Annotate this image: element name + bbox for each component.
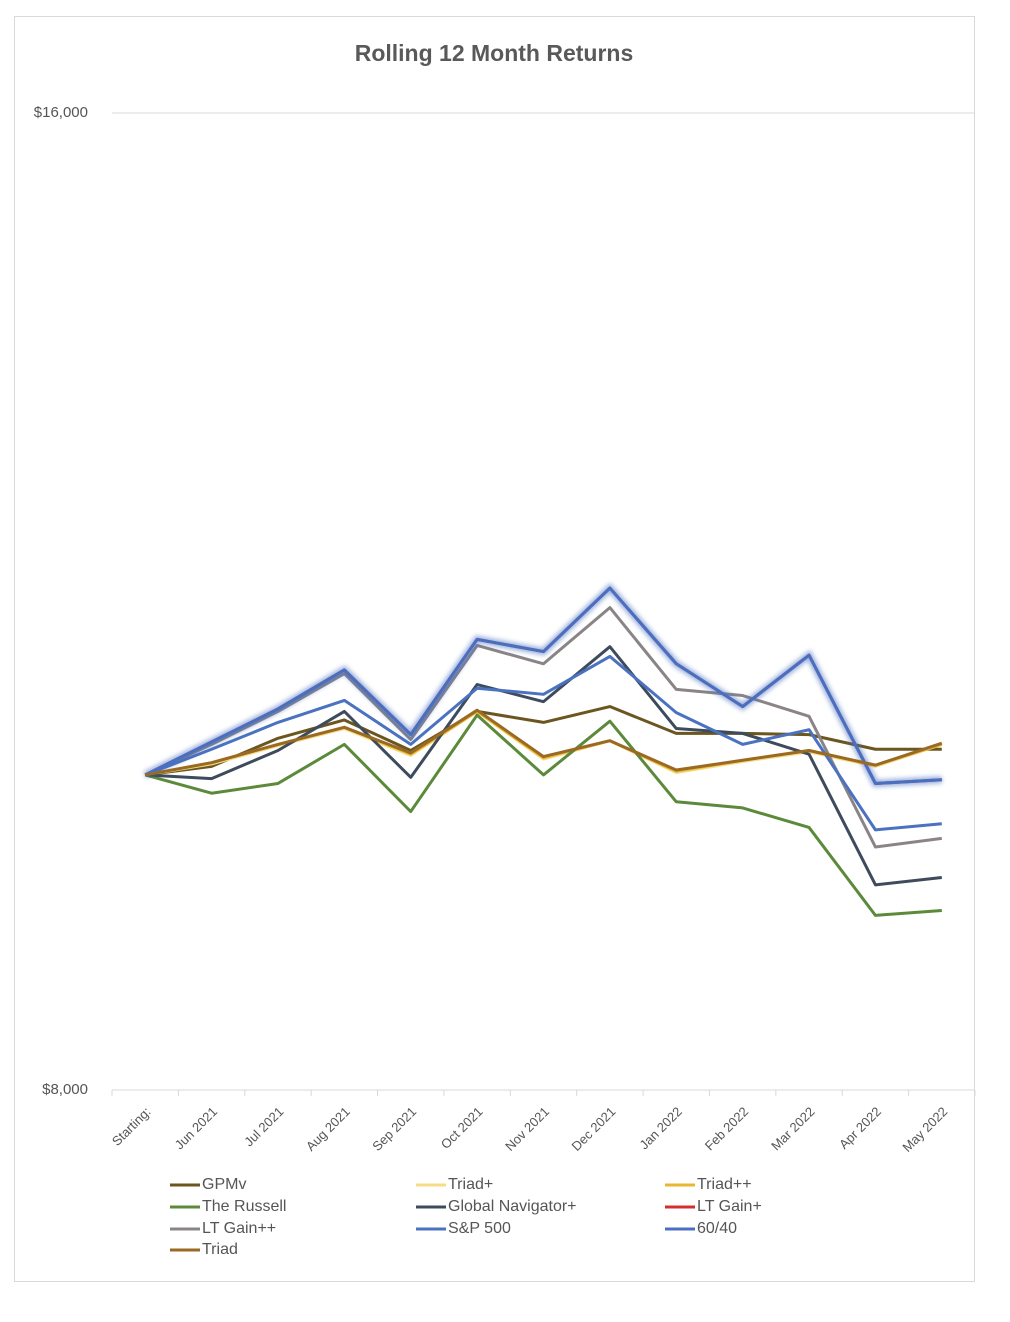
legend-label: Triad+ — [448, 1176, 493, 1193]
series-line — [144, 654, 942, 832]
legend-label: Triad++ — [697, 1176, 752, 1193]
legend-label: Global Navigator+ — [448, 1198, 577, 1215]
legend-label: The Russell — [202, 1198, 286, 1215]
legend-label: S&P 500 — [448, 1220, 511, 1237]
legend-label: LT Gain++ — [202, 1220, 276, 1237]
legend-label: Triad — [202, 1241, 238, 1258]
legend-label: GPMv — [202, 1176, 246, 1193]
series-line — [145, 645, 942, 887]
series-line — [144, 713, 942, 917]
series-line — [144, 708, 943, 777]
series-line — [144, 586, 942, 785]
y-tick-label: $16,000 — [34, 104, 88, 121]
series-line — [145, 705, 942, 777]
y-tick-label: $8,000 — [42, 1081, 88, 1098]
legend-label: 60/40 — [697, 1220, 737, 1237]
chart-title: Rolling 12 Month Returns — [355, 40, 634, 66]
legend-label: LT Gain+ — [697, 1198, 762, 1215]
